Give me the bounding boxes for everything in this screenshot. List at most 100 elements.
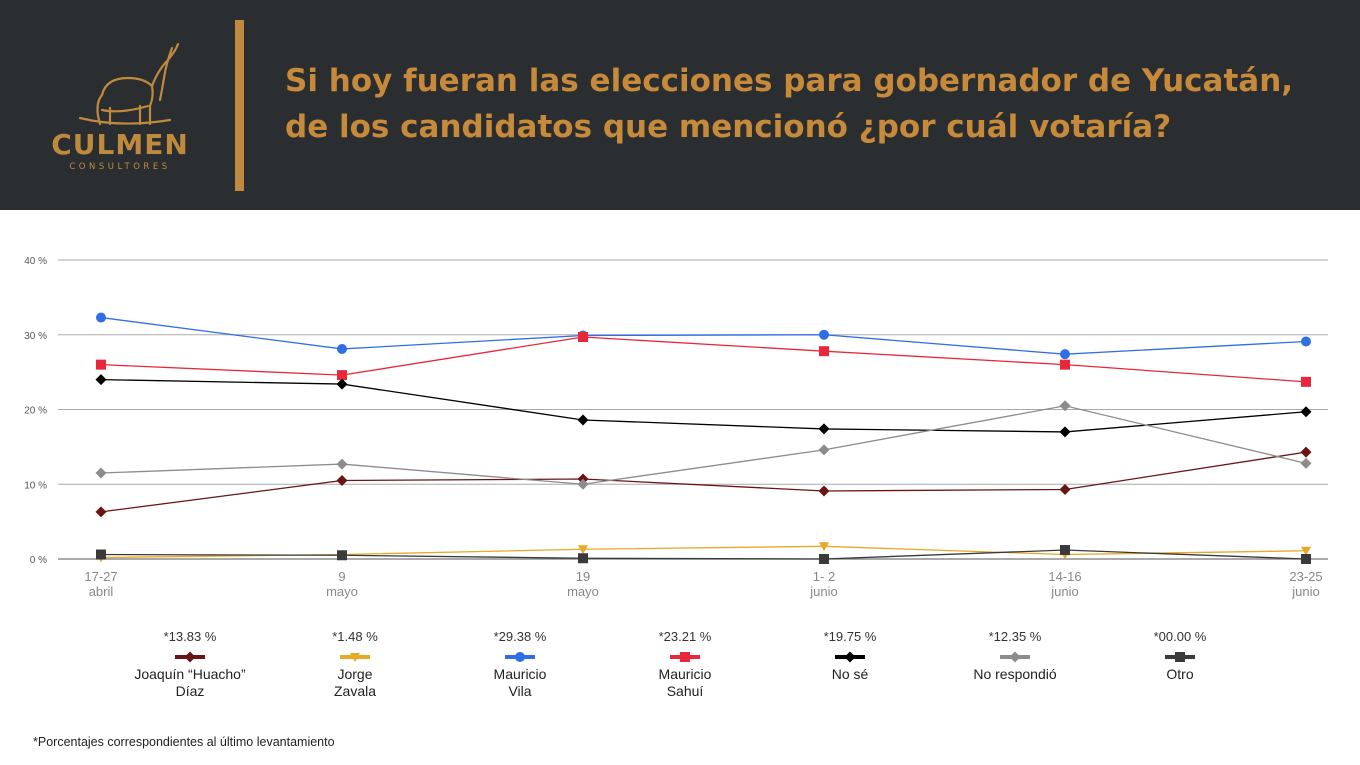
legend-item: *23.21 % Mauricio Sahuí bbox=[605, 628, 765, 700]
y-tick-label: 0 % bbox=[30, 555, 47, 566]
data-point bbox=[819, 542, 829, 552]
y-tick-label: 10 % bbox=[24, 480, 47, 491]
data-point bbox=[515, 652, 525, 662]
data-point bbox=[96, 312, 106, 323]
legend-value: *29.38 % bbox=[493, 629, 547, 644]
legend-label: No sé bbox=[831, 666, 869, 682]
data-point bbox=[1300, 457, 1312, 469]
culmen-logo: CULMEN CONSULTORES bbox=[40, 40, 200, 180]
data-point bbox=[1175, 652, 1185, 662]
legend-swatch bbox=[1165, 652, 1195, 662]
data-point bbox=[350, 653, 360, 662]
series-line bbox=[100, 336, 1307, 383]
header-banner: CULMEN CONSULTORES Si hoy fueran las ele… bbox=[0, 0, 1360, 210]
title-line-1: Si hoy fueran las elecciones para gobern… bbox=[285, 63, 1294, 99]
data-point bbox=[95, 467, 107, 479]
x-tick-label: 17-27 abril bbox=[84, 569, 117, 599]
x-tick-label: 14-16 junio bbox=[1048, 569, 1081, 599]
footnote: *Porcentajes correspondientes al último … bbox=[33, 735, 335, 749]
data-point bbox=[95, 374, 107, 386]
data-point bbox=[1059, 400, 1071, 412]
legend-item: *29.38 % Mauricio Vila bbox=[440, 628, 600, 700]
data-point bbox=[336, 475, 348, 487]
data-point bbox=[337, 550, 347, 561]
y-tick-label: 40 % bbox=[24, 256, 47, 267]
legend-item: *1.48 % Jorge Zavala bbox=[275, 628, 435, 700]
legend-value: *00.00 % bbox=[1153, 629, 1207, 644]
chart-legend: *13.83 % Joaquín “Huacho” Díaz *1.48 % Jorg… bbox=[110, 628, 1290, 708]
series-line bbox=[100, 451, 1307, 513]
header-divider bbox=[235, 20, 244, 191]
data-point bbox=[184, 651, 196, 663]
line-chart: 0 % 10 % 20 % 30 % 40 % 17-27 abril 9 mayo 19 mayo… bbox=[24, 256, 1328, 599]
legend-swatch bbox=[505, 652, 535, 662]
data-point bbox=[1060, 349, 1070, 360]
data-point bbox=[818, 423, 830, 435]
legend-swatch bbox=[670, 652, 700, 662]
legend-label: Joaquín “Huacho” Díaz bbox=[134, 666, 246, 699]
data-point bbox=[96, 549, 106, 560]
data-point bbox=[818, 485, 830, 497]
legend-label: Mauricio Sahuí bbox=[658, 666, 712, 699]
legend-label: No respondió bbox=[973, 666, 1057, 682]
series-line bbox=[100, 549, 1307, 560]
x-tick-label: 1- 2 junio bbox=[809, 569, 837, 599]
data-point bbox=[844, 651, 856, 663]
data-point bbox=[337, 370, 347, 381]
data-point bbox=[1301, 554, 1311, 564]
legend-swatch bbox=[340, 653, 370, 662]
series-4 bbox=[95, 374, 1312, 438]
data-point bbox=[818, 444, 830, 456]
series-line bbox=[100, 378, 1307, 433]
series-line bbox=[100, 316, 1307, 355]
legend-value: *23.21 % bbox=[658, 629, 712, 644]
x-tick-label: 23-25 junio bbox=[1289, 569, 1322, 599]
legend-label: Mauricio Vila bbox=[493, 666, 547, 699]
data-point bbox=[1301, 376, 1311, 387]
legend-value: *19.75 % bbox=[823, 629, 877, 644]
data-point bbox=[96, 359, 106, 370]
y-tick-label: 30 % bbox=[24, 331, 47, 342]
data-point bbox=[819, 346, 829, 357]
data-point bbox=[95, 506, 107, 518]
legend-value: *1.48 % bbox=[332, 629, 378, 644]
legend-swatch bbox=[835, 651, 865, 663]
data-point bbox=[1301, 336, 1311, 347]
logo-subtitle: CONSULTORES bbox=[69, 162, 171, 172]
data-point bbox=[1301, 546, 1311, 556]
logo-name: CULMEN bbox=[51, 128, 189, 161]
data-point bbox=[336, 458, 348, 470]
x-tick-label: 9 mayo bbox=[326, 569, 358, 599]
data-point bbox=[337, 343, 347, 354]
data-point bbox=[577, 414, 589, 426]
series-2 bbox=[96, 312, 1311, 360]
data-point bbox=[1059, 426, 1071, 438]
legend-item: *19.75 % No sé bbox=[770, 628, 930, 683]
legend-label: Otro bbox=[1166, 666, 1194, 682]
data-point bbox=[1300, 406, 1312, 418]
legend-value: *13.83 % bbox=[163, 629, 217, 644]
data-point bbox=[1060, 359, 1070, 370]
page-title: Si hoy fueran las elecciones para gobern… bbox=[285, 58, 1345, 150]
legend-item: *00.00 % Otro bbox=[1100, 628, 1260, 683]
data-point bbox=[578, 331, 588, 342]
series-0 bbox=[95, 446, 1312, 518]
data-point bbox=[336, 378, 348, 390]
x-tick-label: 19 mayo bbox=[567, 569, 599, 599]
data-point bbox=[1059, 483, 1071, 495]
data-point bbox=[578, 545, 588, 555]
data-point bbox=[819, 554, 829, 564]
legend-value: *12.35 % bbox=[988, 629, 1042, 644]
data-point bbox=[578, 553, 588, 564]
data-point bbox=[1060, 545, 1070, 556]
series-5 bbox=[95, 400, 1312, 490]
series-line bbox=[100, 405, 1307, 485]
y-tick-label: 20 % bbox=[24, 406, 47, 417]
series-3 bbox=[96, 331, 1311, 387]
series-6 bbox=[96, 545, 1311, 564]
data-point bbox=[577, 478, 589, 490]
data-point bbox=[819, 329, 829, 340]
data-point bbox=[1009, 651, 1021, 663]
legend-item: *12.35 % No respondió bbox=[935, 628, 1095, 683]
legend-swatch bbox=[175, 651, 205, 663]
